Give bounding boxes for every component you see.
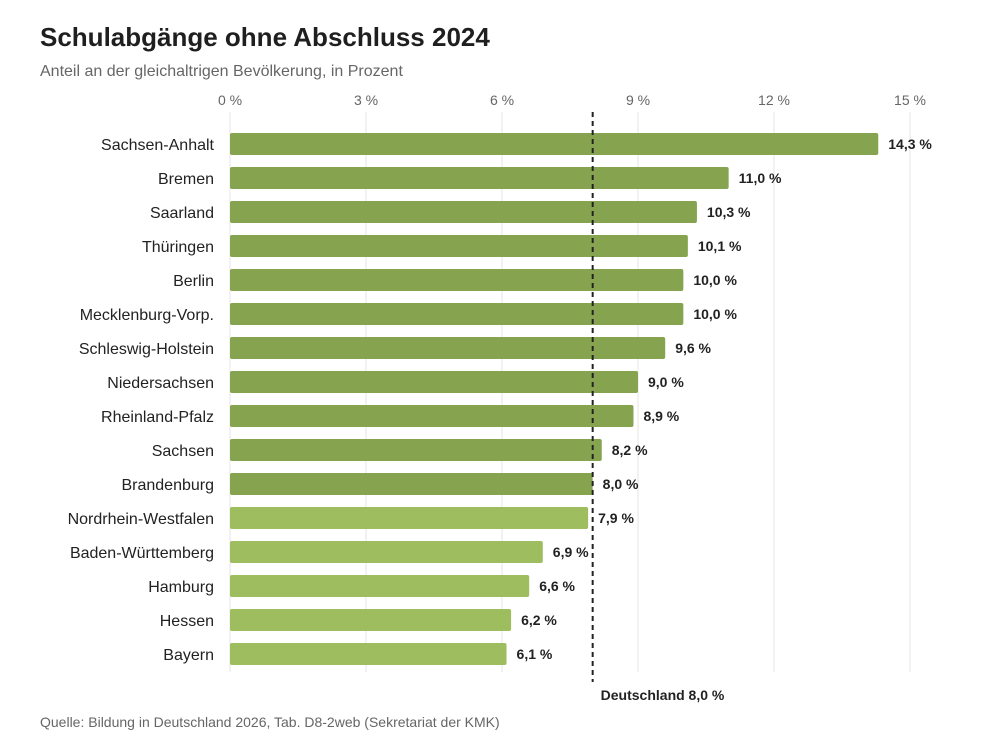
x-tick-label: 12 % (758, 92, 790, 108)
data-label: 8,0 % (603, 476, 639, 492)
category-label: Bayern (163, 647, 214, 664)
x-tick-label: 15 % (894, 92, 926, 108)
x-tick-label: 3 % (354, 92, 378, 108)
value-labels: 14,3 % 11,0 % 10,3 % 10,1 % 10,0 % 10,0 % 9,6 … (517, 136, 933, 662)
bar (230, 439, 602, 461)
data-label: 14,3 % (888, 136, 932, 152)
category-label: Saarland (150, 205, 214, 222)
data-label: 6,6 % (539, 578, 575, 594)
category-label: Sachsen (152, 443, 214, 460)
category-label: Niedersachsen (107, 375, 214, 392)
reference-label: Deutschland 8,0 % (601, 687, 725, 703)
chart-subtitle: Anteil an der gleichaltrigen Bevölkerung… (40, 63, 403, 80)
data-label: 11,0 % (739, 170, 782, 186)
x-tick-label: 9 % (626, 92, 650, 108)
category-label: Baden-Württemberg (70, 545, 214, 562)
bar (230, 405, 634, 427)
data-label: 10,0 % (693, 272, 737, 288)
bar (230, 303, 684, 325)
data-label: 10,0 % (693, 306, 737, 322)
bar (230, 235, 688, 257)
bars (230, 133, 879, 665)
x-tick-label: 0 % (218, 92, 242, 108)
category-labels: Sachsen-Anhalt Bremen Saarland Thüringen Ber… (68, 137, 215, 664)
bar (230, 269, 684, 291)
data-label: 7,9 % (598, 510, 634, 526)
category-label: Brandenburg (121, 477, 214, 494)
bar (230, 541, 543, 563)
bar (230, 371, 638, 393)
category-label: Sachsen-Anhalt (101, 137, 215, 154)
bar (230, 337, 666, 359)
data-label: 6,2 % (521, 612, 557, 628)
data-label: 8,2 % (612, 442, 648, 458)
category-label: Mecklenburg-Vorp. (80, 307, 214, 324)
category-label: Bremen (158, 171, 214, 188)
category-label: Hessen (160, 613, 214, 630)
bar (230, 643, 507, 665)
x-tick-label: 6 % (490, 92, 514, 108)
data-label: 6,9 % (553, 544, 589, 560)
x-axis-ticks: 0 % 3 % 6 % 9 % 12 % 15 % (218, 92, 926, 108)
category-label: Rheinland-Pfalz (101, 409, 214, 426)
category-label: Nordrhein-Westfalen (68, 511, 214, 528)
data-label: 9,0 % (648, 374, 684, 390)
bar (230, 473, 593, 495)
data-label: 8,9 % (643, 408, 679, 424)
bar (230, 575, 530, 597)
data-label: 9,6 % (675, 340, 711, 356)
bar (230, 167, 729, 189)
data-label: 10,3 % (707, 204, 751, 220)
category-label: Berlin (173, 273, 214, 290)
source-note: Quelle: Bildung in Deutschland 2026, Tab… (40, 714, 500, 730)
bar (230, 507, 589, 529)
chart-title: Schulabgänge ohne Abschluss 2024 (40, 22, 490, 52)
category-label: Hamburg (148, 579, 214, 596)
category-label: Thüringen (142, 239, 214, 256)
reference-line-group: Deutschland 8,0 % (591, 112, 725, 703)
data-label: 10,1 % (698, 238, 742, 254)
data-label: 6,1 % (517, 646, 553, 662)
bar (230, 609, 512, 631)
bar (230, 133, 879, 155)
bar (230, 201, 697, 223)
category-label: Schleswig-Holstein (79, 341, 214, 358)
